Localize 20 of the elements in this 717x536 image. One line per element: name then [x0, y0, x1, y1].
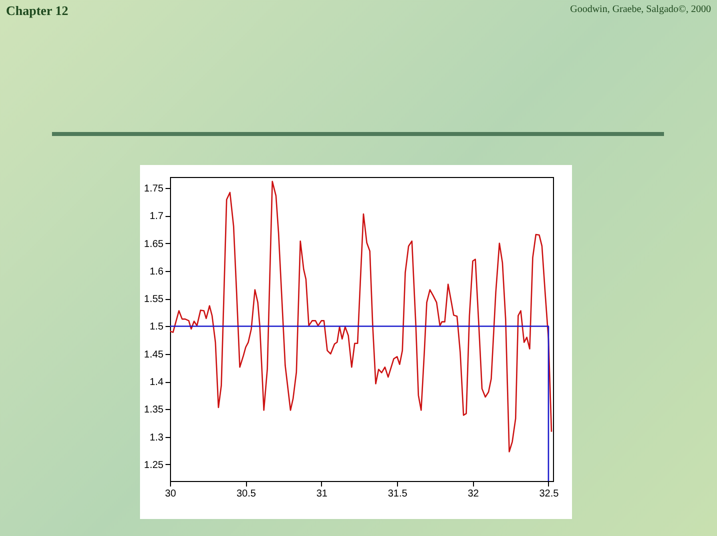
- x-tick-label: 32.5: [539, 488, 560, 500]
- text: Goodwin, Graebe, Salgado©, 2000: [570, 4, 711, 15]
- y-tick-label: 1.25: [144, 460, 164, 471]
- y-tick-label: 1.75: [144, 184, 164, 195]
- y-tick-label: 1.45: [144, 349, 164, 360]
- x-tick-label: 31: [316, 488, 328, 500]
- x-tick-label: 30.5: [236, 488, 256, 500]
- y-tick-label: 1.3: [150, 432, 164, 444]
- y-tick-label: 1.6: [150, 266, 164, 278]
- y-tick-label: 1.5: [150, 322, 164, 333]
- y-tick-label: 1.35: [144, 404, 164, 416]
- y-tick-label: 1.65: [144, 238, 164, 250]
- y-tick-label: 1.55: [144, 294, 164, 306]
- x-tick-label: 32: [468, 488, 480, 500]
- text: Chapter 12: [6, 3, 68, 19]
- x-tick-label: 30: [164, 488, 176, 500]
- y-tick-label: 1.7: [150, 211, 164, 222]
- y-tick-label: 1.4: [150, 377, 164, 388]
- x-tick-label: 31.5: [388, 488, 408, 500]
- line-series: [170, 180, 552, 452]
